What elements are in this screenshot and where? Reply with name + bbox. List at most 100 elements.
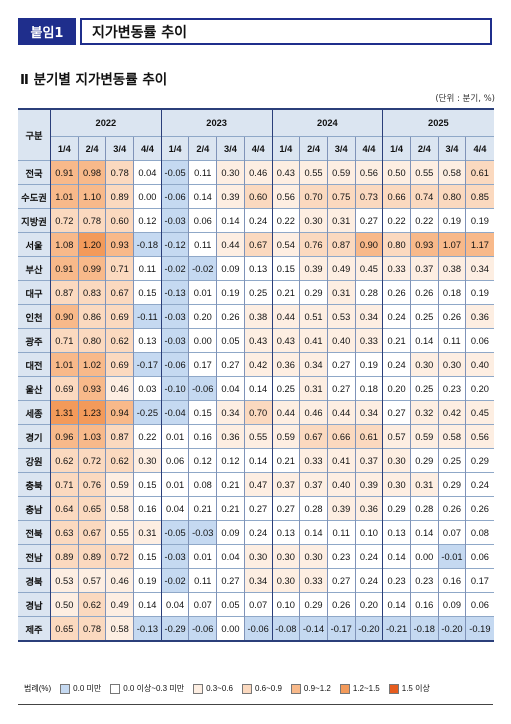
rate-cell: 0.14 (243, 448, 272, 473)
rate-cell: 0.09 (437, 592, 466, 617)
rate-cell: 0.89 (77, 544, 106, 569)
rate-cell: 0.91 (50, 256, 79, 281)
rate-cell: 0.09 (216, 256, 245, 281)
rate-cell: 0.69 (50, 376, 79, 401)
rate-cell: 0.19 (354, 352, 383, 377)
quarter-header: 4/4 (354, 136, 383, 161)
rate-cell: 0.28 (299, 496, 328, 521)
bottom-rule (18, 704, 493, 705)
legend-swatch (388, 683, 399, 694)
rate-cell: 0.51 (299, 304, 328, 329)
rate-cell: -0.19 (465, 616, 494, 642)
attachment-header: 붙임1 지가변동률 추이 (18, 18, 492, 45)
region-label: 경남 (18, 592, 51, 617)
rate-cell: 0.03 (133, 376, 162, 401)
table-row: 전남 0.89 0.89 0.72 0.15 -0.03 0.01 0.04 0.30 0.30 0… (18, 544, 494, 569)
rate-cell: 0.14 (216, 208, 245, 233)
rate-cell: 0.26 (465, 496, 494, 521)
rate-cell: 0.01 (188, 544, 217, 569)
rate-cell: 0.30 (133, 448, 162, 473)
rate-cell: 0.34 (243, 568, 272, 593)
rate-cell: 0.25 (409, 376, 439, 401)
rate-cell: 0.08 (465, 520, 494, 545)
rate-cell: -0.25 (133, 400, 162, 425)
rate-cell: 0.36 (271, 352, 300, 377)
rate-cell: 0.42 (243, 352, 272, 377)
rate-cell: 0.32 (409, 400, 439, 425)
rate-cell: 0.30 (299, 208, 328, 233)
rate-cell: 0.53 (326, 304, 356, 329)
rate-cell: 0.11 (188, 232, 217, 257)
rate-cell: 0.22 (382, 208, 411, 233)
region-label: 대구 (18, 280, 51, 305)
rate-cell: 0.14 (243, 376, 272, 401)
rate-cell: 0.19 (133, 568, 162, 593)
rate-cell: 0.27 (216, 568, 245, 593)
rate-cell: 0.16 (133, 496, 162, 521)
rate-cell: 0.40 (465, 352, 494, 377)
rate-cell: 0.23 (382, 568, 411, 593)
rate-cell: 0.24 (243, 208, 272, 233)
rate-cell: 0.72 (105, 544, 134, 569)
rate-cell: 0.37 (271, 472, 300, 497)
rate-cell: 1.07 (437, 232, 466, 257)
rate-cell: 0.39 (354, 472, 383, 497)
region-label: 인천 (18, 304, 51, 329)
rate-cell: 0.36 (216, 424, 245, 449)
rate-cell: 0.17 (188, 352, 217, 377)
rate-cell: -0.12 (160, 232, 189, 257)
legend-label: 0.6~0.9 (254, 684, 282, 693)
rate-cell: -0.29 (160, 616, 189, 642)
rate-cell: 0.71 (105, 256, 134, 281)
rate-cell: 0.26 (437, 304, 466, 329)
rate-cell: 0.06 (160, 448, 189, 473)
rate-cell: 0.30 (437, 352, 466, 377)
rate-cell: 0.63 (50, 520, 79, 545)
table-row: 경북 0.53 0.57 0.46 0.19 -0.02 0.11 0.27 0.34 0.30 0… (18, 568, 494, 593)
rate-cell: 0.76 (77, 472, 106, 497)
rate-cell: 0.06 (188, 208, 217, 233)
rate-cell: 0.25 (409, 304, 439, 329)
rate-cell: 0.14 (382, 592, 411, 617)
rate-cell: 0.07 (437, 520, 466, 545)
legend-label: 0.9~1.2 (303, 684, 331, 693)
rate-cell: 0.21 (271, 280, 300, 305)
rate-cell: 0.87 (326, 232, 356, 257)
rate-cell: 0.26 (409, 280, 439, 305)
rate-cell: 0.14 (382, 544, 411, 569)
rate-cell: 0.41 (326, 448, 356, 473)
rate-cell: -0.04 (160, 400, 189, 425)
region-header: 구분 (18, 108, 51, 161)
rate-cell: -0.03 (160, 304, 189, 329)
rate-cell: 0.11 (188, 160, 217, 185)
rate-cell: 0.29 (437, 472, 466, 497)
rate-cell: 0.80 (437, 184, 466, 209)
rate-cell: 0.14 (133, 592, 162, 617)
rate-cell: 0.23 (326, 544, 356, 569)
rate-cell: 0.55 (409, 160, 439, 185)
rate-cell: 1.17 (465, 232, 494, 257)
rate-cell: 0.23 (437, 376, 466, 401)
legend-swatch (193, 683, 204, 694)
rate-cell: 0.69 (105, 304, 134, 329)
rate-cell: -0.18 (133, 232, 162, 257)
rate-cell: 0.13 (271, 520, 300, 545)
rate-cell: 0.12 (188, 448, 217, 473)
rate-cell: 0.25 (271, 376, 300, 401)
rate-cell: 0.43 (271, 160, 300, 185)
legend-swatch (60, 683, 71, 694)
table-row: 서울 1.08 1.20 0.93 -0.18 -0.12 0.11 0.44 0.67 0.54… (18, 232, 494, 257)
rate-cell: 0.25 (243, 280, 272, 305)
rate-cell: 0.06 (465, 328, 494, 353)
rate-cell: 0.29 (299, 592, 328, 617)
rate-cell: 0.18 (437, 280, 466, 305)
rate-cell: 0.73 (354, 184, 383, 209)
table-row: 대전 1.01 1.02 0.69 -0.17 -0.06 0.17 0.27 0.42 0.36… (18, 352, 494, 377)
rate-cell: 0.87 (50, 280, 79, 305)
rate-cell: 0.59 (409, 424, 439, 449)
rate-cell: 0.43 (243, 328, 272, 353)
legend-swatch (110, 683, 121, 694)
rate-cell: 0.10 (271, 592, 300, 617)
rate-cell: 0.40 (326, 328, 356, 353)
rate-cell: 0.25 (437, 448, 466, 473)
